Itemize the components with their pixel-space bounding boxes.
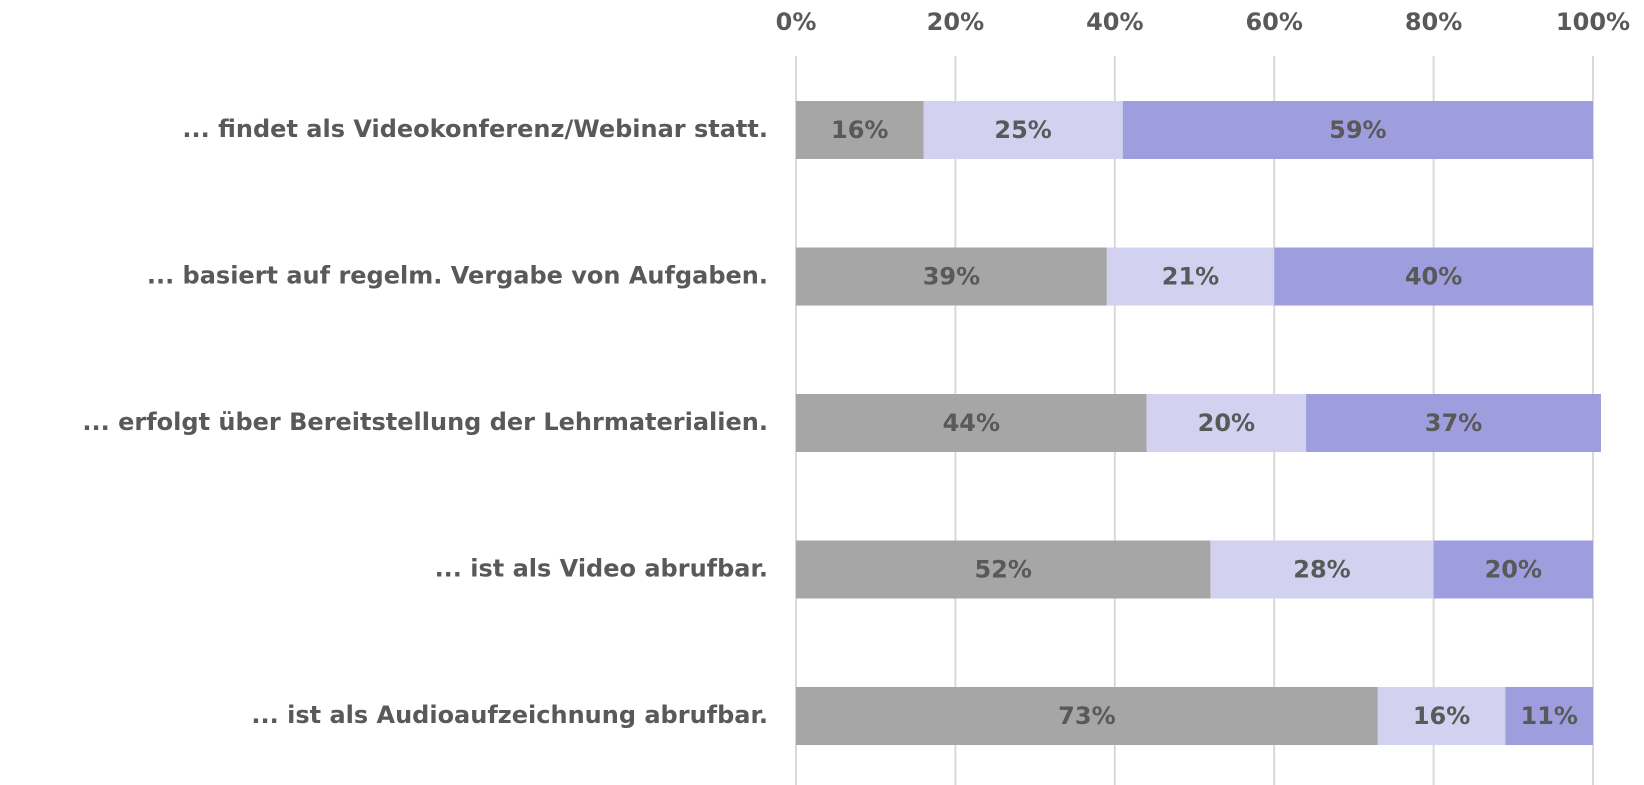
bar-segment	[796, 101, 924, 159]
x-tick-label: 40%	[1086, 8, 1143, 36]
data-label: 44%	[943, 409, 1000, 437]
bar-segment	[796, 540, 1211, 599]
layer: 0% 20% 40% 60% 80% 100% ... findet als Videoko…	[82, 8, 1630, 730]
data-label: 16%	[831, 116, 888, 144]
bar-segment	[796, 687, 1378, 745]
data-label: 20%	[1198, 409, 1255, 437]
bar-segment	[1106, 247, 1275, 306]
data-label: 52%	[974, 556, 1031, 584]
data-label: 21%	[1162, 263, 1219, 291]
data-label: 37%	[1425, 409, 1482, 437]
data-label: 59%	[1329, 116, 1386, 144]
x-tick-label: 100%	[1556, 8, 1630, 36]
x-tick-label: 80%	[1405, 8, 1462, 36]
data-label: 16%	[1413, 702, 1470, 730]
x-tick-label: 0%	[776, 8, 817, 36]
y-tick-label: ... ist als Video abrufbar.	[435, 555, 768, 583]
bar-segment	[1306, 394, 1601, 452]
bar-segment	[796, 247, 1107, 306]
y-tick-label: ... ist als Audioaufzeichnung abrufbar.	[251, 701, 768, 729]
data-label: 20%	[1485, 556, 1542, 584]
data-label: 25%	[994, 116, 1051, 144]
data-label: 73%	[1058, 702, 1115, 730]
bar-segment	[1274, 247, 1593, 306]
bar-segment	[1122, 101, 1593, 159]
bar-segment	[1505, 687, 1593, 745]
y-tick-label: ... erfolgt über Bereitstellung der Lehr…	[82, 408, 768, 436]
bar-segment	[1377, 687, 1506, 745]
bar-segment	[1146, 394, 1307, 452]
bar-segment	[796, 394, 1147, 452]
bar-segment	[1433, 540, 1593, 599]
data-label: 11%	[1520, 702, 1577, 730]
y-tick-label: ... basiert auf regelm. Vergabe von Aufg…	[147, 262, 768, 290]
bar-segment	[923, 101, 1123, 159]
x-tick-label: 60%	[1245, 8, 1302, 36]
data-label: 40%	[1405, 263, 1462, 291]
layer	[796, 101, 1601, 745]
data-label: 39%	[923, 263, 980, 291]
bar-segment	[1210, 540, 1434, 599]
y-tick-label: ... findet als Videokonferenz/Webinar st…	[182, 115, 768, 143]
x-tick-label: 20%	[927, 8, 984, 36]
data-label: 28%	[1293, 556, 1350, 584]
